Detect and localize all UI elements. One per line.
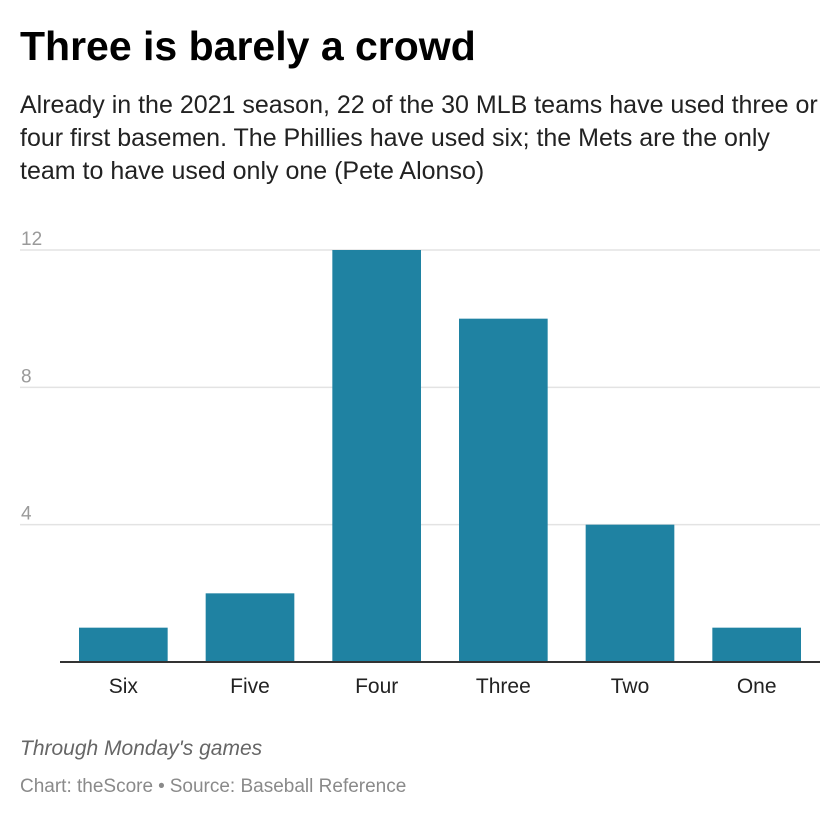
chart-subtitle: Already in the 2021 season, 22 of the 30… (20, 91, 818, 185)
bar-six (79, 627, 168, 662)
x-tick-label: Five (230, 675, 270, 698)
bar-two (585, 524, 675, 662)
x-tick-label: Four (355, 675, 398, 698)
chart-area: 4 8 12 Six Five Four Three Two One (0, 200, 840, 720)
chart-credit-line: Chart: theScore • Source: Baseball Referen… (20, 773, 406, 801)
bar-chart: 4 8 12 Six Five Four Three Two One (20, 229, 820, 698)
x-tick-label: One (737, 675, 777, 698)
x-tick-label: Two (611, 675, 650, 698)
bar-four (332, 250, 421, 662)
chart-credit: Chart: theScore (20, 776, 154, 797)
bar-one (712, 627, 801, 662)
chart-title: Three is barely a crowd (20, 23, 476, 69)
source-credit: Source: Baseball Reference (169, 776, 407, 797)
y-tick-label: 4 (21, 504, 32, 525)
bar-five (205, 593, 295, 662)
bar-three (459, 318, 548, 662)
chart-note: Through Monday's games (20, 737, 263, 760)
x-tick-label: Three (476, 675, 531, 698)
credit-separator: • (158, 776, 165, 797)
y-tick-label: 12 (21, 229, 42, 250)
y-tick-label: 8 (21, 366, 32, 387)
x-tick-label: Six (109, 675, 139, 698)
